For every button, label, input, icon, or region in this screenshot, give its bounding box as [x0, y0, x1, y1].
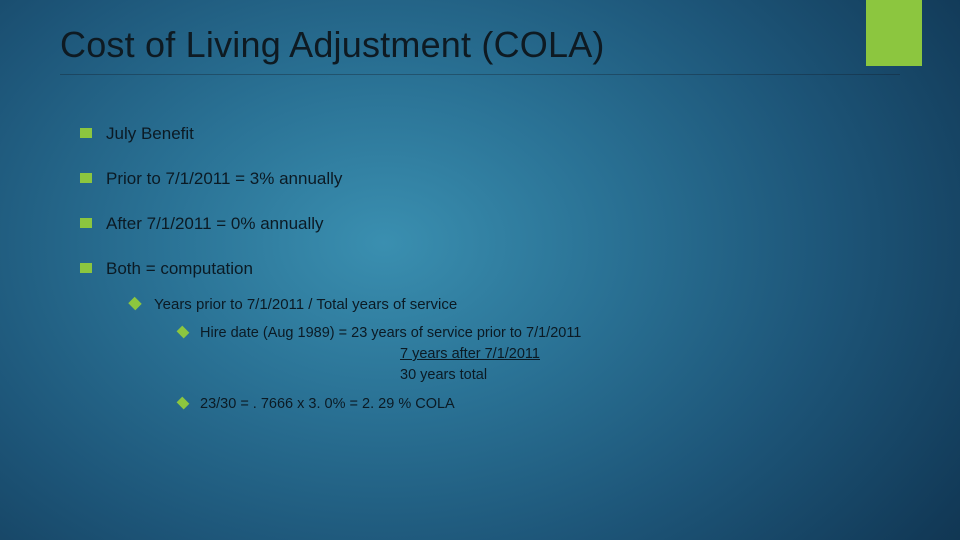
bullet-years-formula: Years prior to 7/1/2011 / Total years of…: [130, 295, 890, 415]
slide-body: Cost of Living Adjustment (COLA) July Be…: [0, 0, 960, 415]
bullet-list-lvl3: Hire date (Aug 1989) = 23 years of servi…: [154, 323, 890, 415]
line-1: Hire date (Aug 1989) = 23 years of servi…: [200, 323, 890, 344]
bullet-cola-calc: 23/30 = . 7666 x 3. 0% = 2. 29 % COLA: [178, 394, 890, 415]
bullet-hire-date-example: Hire date (Aug 1989) = 23 years of servi…: [178, 323, 890, 386]
line-3: 30 years total: [200, 365, 890, 386]
bullet-text: Both = computation: [106, 259, 253, 278]
bullet-prior-2011: Prior to 7/1/2011 = 3% annually: [80, 168, 890, 191]
bullet-text: July Benefit: [106, 124, 194, 143]
accent-block: [866, 0, 922, 66]
bullet-text: 23/30 = . 7666 x 3. 0% = 2. 29 % COLA: [200, 396, 455, 412]
content-area: July Benefit Prior to 7/1/2011 = 3% annu…: [60, 75, 900, 415]
bullet-after-2011: After 7/1/2011 = 0% annually: [80, 213, 890, 236]
slide-title: Cost of Living Adjustment (COLA): [60, 24, 900, 66]
bullet-list-lvl1: July Benefit Prior to 7/1/2011 = 3% annu…: [80, 123, 890, 415]
bullet-both-computation: Both = computation Years prior to 7/1/20…: [80, 258, 890, 415]
line-2: 7 years after 7/1/2011: [200, 344, 890, 365]
bullet-text: Prior to 7/1/2011 = 3% annually: [106, 169, 342, 188]
bullet-list-lvl2: Years prior to 7/1/2011 / Total years of…: [106, 295, 890, 415]
bullet-text: After 7/1/2011 = 0% annually: [106, 214, 324, 233]
bullet-text: Years prior to 7/1/2011 / Total years of…: [154, 296, 457, 313]
bullet-july-benefit: July Benefit: [80, 123, 890, 146]
